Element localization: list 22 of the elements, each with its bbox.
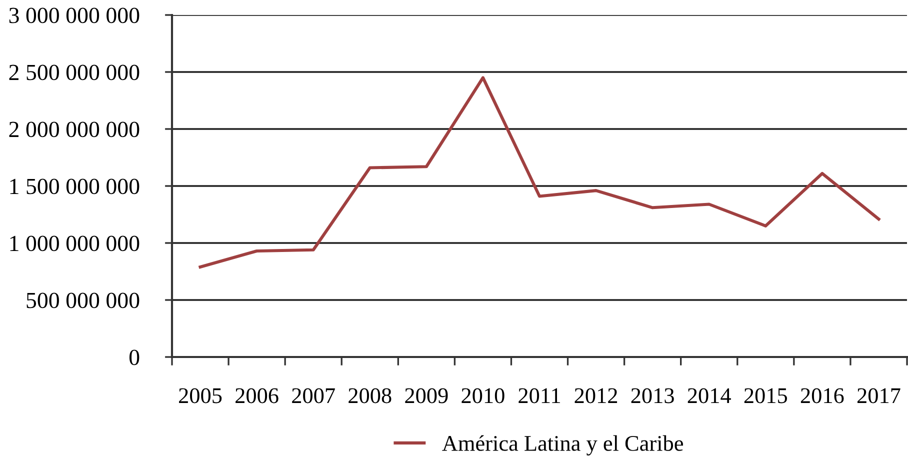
legend-label: América Latina y el Caribe [442, 435, 683, 456]
x-tick-label: 2013 [631, 388, 674, 404]
x-tick-label: 2008 [348, 388, 392, 404]
y-tick-label: 1 500 000 000 [10, 178, 140, 194]
x-tick-label: 2006 [236, 388, 278, 404]
x-tick-label: 2015 [744, 388, 788, 404]
x-tick-label: 2017 [857, 388, 900, 404]
x-tick-label: 2009 [405, 388, 448, 404]
x-tick-label: 2005 [179, 388, 222, 404]
y-tick-label: 500 000 000 [26, 292, 140, 308]
x-tick-label: 2014 [688, 388, 731, 404]
x-tick-label: 2012 [574, 388, 618, 404]
x-tick-label: 2010 [462, 388, 504, 404]
line-series [198, 76, 880, 268]
y-tick-label: 3 000 000 000 [9, 8, 140, 24]
x-tick-label: 2007 [292, 388, 335, 404]
y-tick-label: 2 000 000 000 [9, 122, 140, 138]
x-tick-label: 2011 [518, 388, 560, 404]
x-tick-label: 2016 [800, 388, 844, 404]
y-tick-label: 1 000 000 000 [10, 236, 140, 252]
y-tick-label: 2 500 000 000 [9, 64, 140, 80]
y-tick-label: 0 [129, 350, 140, 366]
